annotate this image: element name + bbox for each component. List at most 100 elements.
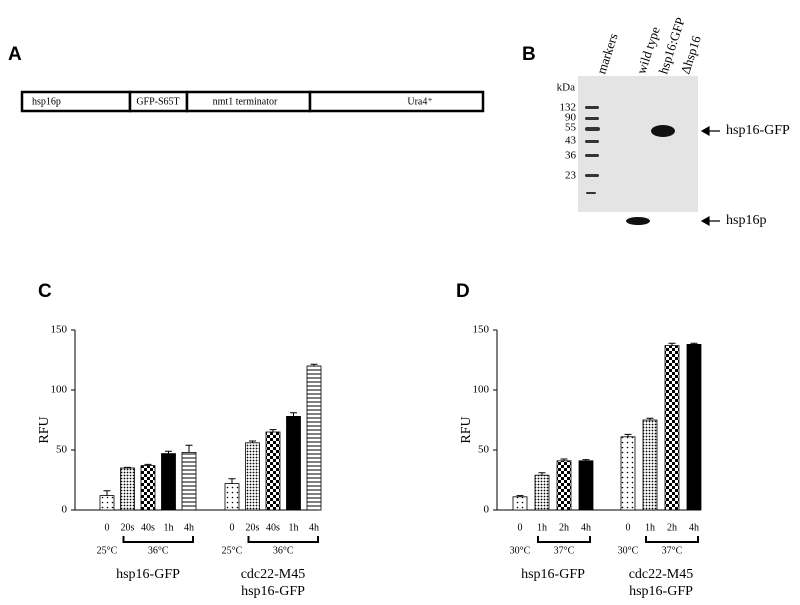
- x-tick-label: 0: [105, 522, 110, 533]
- segment-label: GFP-S65T: [136, 96, 179, 107]
- arrows: [700, 125, 720, 227]
- temperature-label: 30°C: [618, 545, 639, 556]
- group-label: hsp16-GFP: [521, 567, 585, 582]
- temperature-label: 25°C: [97, 545, 118, 556]
- lane-label: markers: [593, 31, 620, 75]
- bar: [534, 474, 550, 511]
- marker-label: 36: [565, 150, 577, 162]
- error-bar: [668, 342, 676, 346]
- x-tick-label: 20s: [121, 522, 135, 533]
- bar: [642, 419, 658, 511]
- bar: [161, 453, 176, 511]
- panel-label: C: [38, 281, 52, 302]
- bar: [306, 365, 322, 511]
- bar: [512, 496, 528, 511]
- panel-label: A: [8, 44, 22, 65]
- group-label: hsp16-GFP: [629, 584, 693, 599]
- temperature-label: 36°C: [273, 545, 294, 556]
- bar: [664, 345, 680, 511]
- blot-bands: [585, 106, 675, 225]
- bar: [224, 483, 240, 511]
- x-tick-label: 4h: [581, 522, 591, 533]
- temperature-label: 36°C: [148, 545, 169, 556]
- error-bar: [310, 363, 318, 366]
- construct: [20, 90, 485, 113]
- error-bar: [124, 466, 131, 468]
- bar: [686, 343, 702, 511]
- temperature-label: 30°C: [510, 545, 531, 556]
- panel-label: D: [456, 281, 470, 302]
- segment-label: hsp16p: [32, 96, 61, 107]
- band-label: hsp16p: [726, 213, 766, 228]
- x-tick-label: 0: [626, 522, 631, 533]
- y-tick-label: 150: [51, 324, 68, 336]
- group-label: hsp16-GFP: [241, 584, 305, 599]
- error-bar: [249, 440, 256, 443]
- marker-label: 55: [565, 122, 577, 134]
- group-label: cdc22-M45: [241, 567, 306, 582]
- bracket: [537, 536, 591, 543]
- bracket: [122, 536, 194, 543]
- marker-label: 43: [565, 135, 577, 147]
- x-tick-label: 40s: [266, 522, 280, 533]
- error-bar: [228, 478, 236, 484]
- y-tick-label: 0: [62, 504, 68, 516]
- bar: [265, 431, 281, 511]
- x-tick-label: 0: [230, 522, 235, 533]
- x-tick-label: 1h: [164, 522, 174, 533]
- y-tick-label: 50: [56, 444, 68, 456]
- panel-label: B: [522, 44, 536, 65]
- error-bar: [516, 495, 524, 497]
- x-tick-label: 40s: [141, 522, 155, 533]
- x-tick-label: 1h: [645, 522, 655, 533]
- unit-label: kDa: [557, 82, 575, 94]
- x-tick-label: 4h: [184, 522, 194, 533]
- x-tick-label: 1h: [289, 522, 299, 533]
- bar: [556, 460, 572, 511]
- error-bar: [165, 450, 172, 454]
- error-bar: [690, 342, 698, 345]
- y-tick-label: 0: [484, 504, 490, 516]
- bar: [286, 415, 301, 511]
- y-tick-label: 50: [478, 444, 490, 456]
- x-tick-label: 0: [518, 522, 523, 533]
- error-bar: [538, 472, 546, 476]
- y-tick-label: 150: [473, 324, 490, 336]
- temperature-label: 37°C: [662, 545, 683, 556]
- marker-label: 23: [565, 170, 577, 182]
- y-axis-label: RFU: [37, 416, 52, 443]
- x-tick-label: 2h: [667, 522, 677, 533]
- group-label: hsp16-GFP: [116, 567, 180, 582]
- error-bar: [290, 412, 297, 417]
- temperature-label: 25°C: [222, 545, 243, 556]
- error-bar: [624, 433, 632, 437]
- temperature-label: 37°C: [554, 545, 575, 556]
- x-tick-label: 4h: [309, 522, 319, 533]
- y-tick-label: 100: [51, 384, 68, 396]
- marker-label: 132: [560, 102, 577, 114]
- bar: [99, 495, 115, 511]
- x-tick-label: 4h: [689, 522, 699, 533]
- error-bar: [582, 459, 590, 461]
- x-tick-label: 20s: [246, 522, 260, 533]
- segment-label: Ura4⁺: [407, 96, 432, 107]
- error-bar: [103, 490, 111, 496]
- blot: [578, 76, 698, 212]
- bracket: [645, 536, 699, 543]
- y-axis-label: RFU: [459, 416, 474, 443]
- error-bar: [185, 444, 193, 453]
- bar: [578, 460, 594, 511]
- x-tick-label: 1h: [537, 522, 547, 533]
- bar: [245, 442, 260, 511]
- y-tick-label: 100: [473, 384, 490, 396]
- band-label: hsp16-GFP: [726, 123, 790, 138]
- group-label: cdc22-M45: [629, 567, 694, 582]
- bar: [120, 467, 135, 511]
- error-bar: [144, 463, 152, 466]
- bracket: [247, 536, 319, 543]
- marker-label: 90: [565, 112, 577, 124]
- segment-label: nmt1 terminator: [213, 96, 278, 107]
- bar: [620, 436, 636, 511]
- bar: [140, 465, 156, 511]
